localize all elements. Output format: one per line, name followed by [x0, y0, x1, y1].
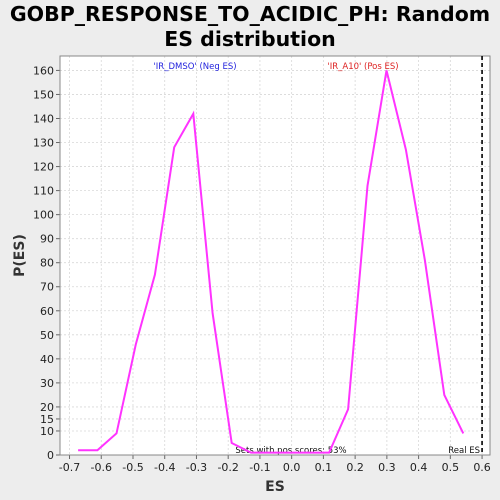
pos-es-label: 'IR_A10' (Pos ES) [327, 62, 398, 72]
y-tick-label: 160 [33, 64, 54, 77]
plot-frame [59, 55, 491, 456]
y-tick-label: 60 [40, 305, 54, 318]
y-tick-label: 15 [40, 413, 54, 426]
y-tick-label: 30 [40, 377, 54, 390]
x-tick-label: -0.5 [122, 461, 143, 474]
y-tick-label: 140 [33, 112, 54, 125]
y-tick-label: 50 [40, 329, 54, 342]
x-tick-label: 0.4 [410, 461, 428, 474]
x-tick-label: -0.2 [217, 461, 238, 474]
x-tick-label: 0.3 [378, 461, 396, 474]
y-tick-label: 130 [33, 137, 54, 150]
pos-scores-label: Sets with pos scores: 53% [235, 446, 346, 456]
y-tick-label: 80 [40, 257, 54, 270]
annotations: 'IR_DMSO' (Neg ES) 'IR_A10' (Pos ES) Set… [153, 62, 480, 456]
x-tick-label: 0.1 [315, 461, 333, 474]
x-tick-label: -0.4 [154, 461, 175, 474]
neg-es-label: 'IR_DMSO' (Neg ES) [153, 62, 236, 72]
y-tick-label: 40 [40, 353, 54, 366]
series-layer [78, 70, 465, 454]
es-distribution-line [78, 70, 465, 454]
x-tick-label: -0.3 [186, 461, 207, 474]
y-tick-label: 100 [33, 209, 54, 222]
x-tick-label: -0.7 [59, 461, 80, 474]
x-tick-label: 0.2 [346, 461, 364, 474]
y-tick-label: 0 [47, 449, 54, 462]
x-tick-label: 0.0 [283, 461, 301, 474]
y-tick-label: 90 [40, 233, 54, 246]
chart-title: GOBP_RESPONSE_TO_ACIDIC_PH: Random ES di… [9, 2, 491, 51]
x-tick-label: 0.5 [442, 461, 460, 474]
real-es-label: Real ES [448, 446, 480, 456]
y-tick-label: 70 [40, 281, 54, 294]
x-tick-label: -0.1 [249, 461, 270, 474]
y-tick-label: 110 [33, 185, 54, 198]
x-tick-label: 0.6 [473, 461, 491, 474]
x-axis-label: ES [265, 479, 285, 495]
x-tick-label: -0.6 [91, 461, 112, 474]
y-tick-label: 20 [40, 401, 54, 414]
y-tick-label: 120 [33, 161, 54, 174]
y-axis-label: P(ES) [12, 234, 28, 277]
y-tick-label: 150 [33, 88, 54, 101]
y-tick-label: 10 [40, 425, 54, 438]
